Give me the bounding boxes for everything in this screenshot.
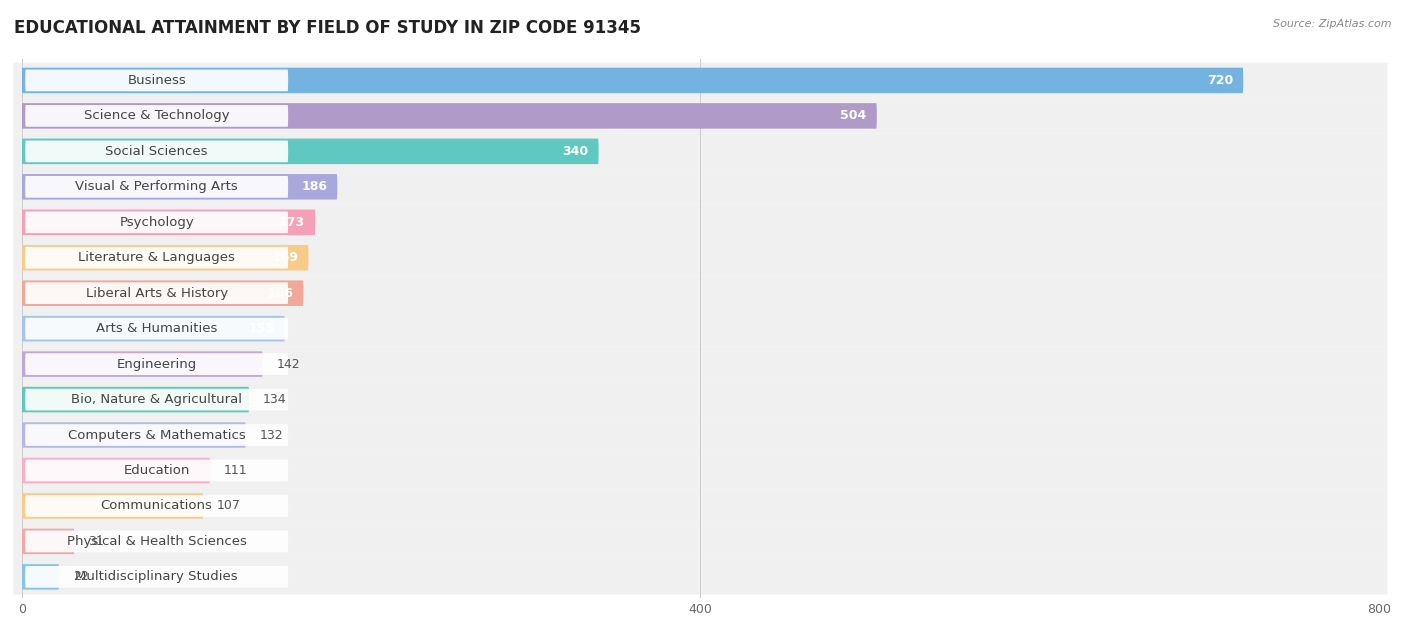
Text: 173: 173 [278, 216, 305, 229]
Text: 155: 155 [249, 322, 274, 335]
FancyBboxPatch shape [22, 209, 315, 235]
Text: Social Sciences: Social Sciences [105, 145, 208, 158]
FancyBboxPatch shape [22, 457, 209, 483]
Text: 166: 166 [267, 286, 294, 300]
FancyBboxPatch shape [13, 417, 1388, 453]
Text: 340: 340 [562, 145, 589, 158]
Text: Visual & Performing Arts: Visual & Performing Arts [76, 180, 238, 193]
FancyBboxPatch shape [25, 495, 288, 517]
FancyBboxPatch shape [25, 424, 288, 446]
FancyBboxPatch shape [22, 139, 599, 164]
Text: 31: 31 [89, 535, 104, 548]
FancyBboxPatch shape [13, 524, 1388, 559]
Text: Engineering: Engineering [117, 358, 197, 370]
FancyBboxPatch shape [13, 98, 1388, 134]
Text: Science & Technology: Science & Technology [84, 109, 229, 122]
FancyBboxPatch shape [22, 68, 1243, 93]
Text: Computers & Mathematics: Computers & Mathematics [67, 428, 246, 442]
Text: Source: ZipAtlas.com: Source: ZipAtlas.com [1274, 19, 1392, 29]
Text: 22: 22 [73, 570, 89, 584]
Text: 186: 186 [301, 180, 328, 193]
Text: Physical & Health Sciences: Physical & Health Sciences [66, 535, 246, 548]
FancyBboxPatch shape [22, 316, 285, 341]
Text: Arts & Humanities: Arts & Humanities [96, 322, 218, 335]
FancyBboxPatch shape [13, 240, 1388, 276]
FancyBboxPatch shape [13, 276, 1388, 311]
Text: 142: 142 [277, 358, 299, 370]
FancyBboxPatch shape [13, 204, 1388, 240]
FancyBboxPatch shape [25, 531, 288, 552]
Text: Multidisciplinary Studies: Multidisciplinary Studies [76, 570, 238, 584]
FancyBboxPatch shape [25, 459, 288, 481]
Text: Psychology: Psychology [120, 216, 194, 229]
FancyBboxPatch shape [13, 311, 1388, 346]
FancyBboxPatch shape [22, 245, 308, 271]
Text: Liberal Arts & History: Liberal Arts & History [86, 286, 228, 300]
FancyBboxPatch shape [22, 493, 204, 519]
FancyBboxPatch shape [25, 141, 288, 162]
FancyBboxPatch shape [22, 387, 249, 412]
FancyBboxPatch shape [22, 422, 246, 448]
FancyBboxPatch shape [22, 174, 337, 199]
Text: 504: 504 [841, 109, 866, 122]
FancyBboxPatch shape [25, 566, 288, 587]
Text: 134: 134 [263, 393, 287, 406]
FancyBboxPatch shape [25, 353, 288, 375]
Text: Education: Education [124, 464, 190, 477]
FancyBboxPatch shape [22, 103, 877, 129]
Text: 111: 111 [224, 464, 247, 477]
Text: Communications: Communications [101, 500, 212, 512]
FancyBboxPatch shape [25, 211, 288, 233]
FancyBboxPatch shape [13, 62, 1388, 98]
FancyBboxPatch shape [13, 134, 1388, 169]
FancyBboxPatch shape [22, 529, 75, 554]
Text: 132: 132 [259, 428, 283, 442]
FancyBboxPatch shape [13, 559, 1388, 594]
Text: 720: 720 [1206, 74, 1233, 87]
FancyBboxPatch shape [13, 346, 1388, 382]
Text: Bio, Nature & Agricultural: Bio, Nature & Agricultural [72, 393, 242, 406]
FancyBboxPatch shape [25, 282, 288, 304]
FancyBboxPatch shape [25, 105, 288, 127]
Text: EDUCATIONAL ATTAINMENT BY FIELD OF STUDY IN ZIP CODE 91345: EDUCATIONAL ATTAINMENT BY FIELD OF STUDY… [14, 19, 641, 37]
FancyBboxPatch shape [13, 453, 1388, 488]
FancyBboxPatch shape [25, 389, 288, 410]
FancyBboxPatch shape [25, 69, 288, 91]
FancyBboxPatch shape [25, 176, 288, 198]
FancyBboxPatch shape [13, 169, 1388, 204]
FancyBboxPatch shape [22, 280, 304, 306]
FancyBboxPatch shape [13, 488, 1388, 524]
FancyBboxPatch shape [22, 351, 263, 377]
Text: Literature & Languages: Literature & Languages [79, 251, 235, 264]
Text: Business: Business [128, 74, 186, 87]
FancyBboxPatch shape [13, 382, 1388, 417]
Text: 107: 107 [217, 500, 240, 512]
Text: 169: 169 [273, 251, 298, 264]
FancyBboxPatch shape [25, 247, 288, 269]
FancyBboxPatch shape [25, 318, 288, 339]
FancyBboxPatch shape [22, 564, 59, 589]
